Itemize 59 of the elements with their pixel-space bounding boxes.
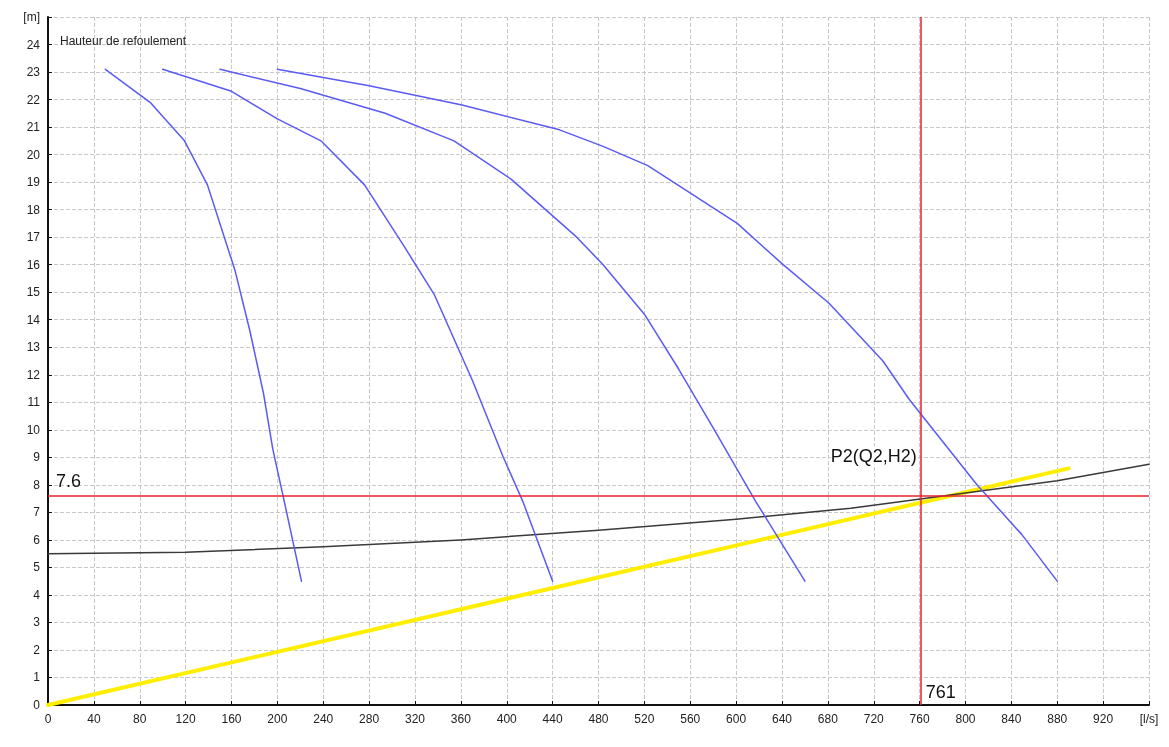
ref-line-label: 761 — [925, 682, 956, 702]
x-tick-label: 120 — [175, 712, 196, 726]
y-tick-label: 14 — [26, 312, 41, 327]
x-tick-label: 760 — [909, 712, 930, 726]
x-tick-label: 160 — [221, 712, 242, 726]
x-tick-label: 800 — [955, 712, 976, 726]
x-tick-label: 720 — [863, 712, 885, 726]
y-tick-label: [m] — [23, 10, 40, 24]
y-axis-title: Hauteur de refoulement — [60, 34, 187, 48]
y-tick-label: 13 — [26, 340, 41, 355]
y-tick-label: 23 — [26, 65, 41, 80]
x-tick-label: 680 — [817, 712, 839, 726]
y-tick-label: 20 — [26, 147, 41, 162]
x-tick-label: 440 — [542, 712, 563, 726]
y-tick-label: 0 — [33, 698, 41, 712]
x-tick-label: 400 — [496, 712, 518, 726]
line-series — [161, 68, 554, 582]
y-tick-label: 22 — [26, 92, 41, 107]
y-tick-label: 3 — [33, 615, 41, 630]
x-tick-label: 80 — [133, 712, 147, 726]
line-series — [219, 68, 806, 582]
y-tick-label: 4 — [33, 587, 41, 602]
x-tick-label: 200 — [267, 712, 288, 726]
x-tick-label: [l/s] — [1139, 712, 1159, 726]
x-tick-label: 600 — [726, 712, 747, 726]
y-tick-label: 2 — [33, 642, 41, 657]
x-tick-label: 520 — [634, 712, 655, 726]
x-tick-label: 880 — [1047, 712, 1068, 726]
ref-line-label: 7.6 — [56, 470, 82, 491]
y-tick-label: 17 — [26, 230, 41, 245]
x-tick-label: 360 — [450, 712, 472, 726]
y-tick-label: 10 — [26, 422, 41, 437]
y-tick-label: 24 — [26, 37, 41, 52]
x-tick-label: 840 — [1001, 712, 1022, 726]
x-tick-label: 920 — [1093, 712, 1114, 726]
line-series — [276, 68, 1058, 582]
y-tick-label: 6 — [33, 532, 41, 547]
annotation: P2(Q2,H2) — [830, 445, 917, 466]
x-tick-label: 280 — [359, 712, 380, 726]
y-tick-label: 16 — [26, 257, 41, 272]
x-tick-label: 560 — [680, 712, 701, 726]
x-tick-label: 320 — [404, 712, 426, 726]
line-series — [104, 68, 303, 582]
x-tick-label: 640 — [771, 712, 793, 726]
y-tick-label: 19 — [26, 175, 41, 190]
y-tick-label: 9 — [33, 450, 41, 465]
y-tick-label: 5 — [33, 560, 41, 575]
y-tick-label: 1 — [33, 670, 41, 685]
y-tick-label: 12 — [26, 367, 41, 382]
x-tick-label: 480 — [588, 712, 609, 726]
y-tick-label: 15 — [26, 285, 41, 300]
y-tick-label: 8 — [33, 477, 41, 492]
x-tick-label: 40 — [87, 712, 101, 726]
y-tick-label: 11 — [27, 395, 41, 410]
y-tick-label: 7 — [33, 505, 41, 520]
x-tick-label: 0 — [44, 712, 52, 726]
x-tick-label: 240 — [313, 712, 334, 726]
y-tick-label: 18 — [26, 202, 41, 217]
y-tick-label: 21 — [26, 120, 41, 135]
